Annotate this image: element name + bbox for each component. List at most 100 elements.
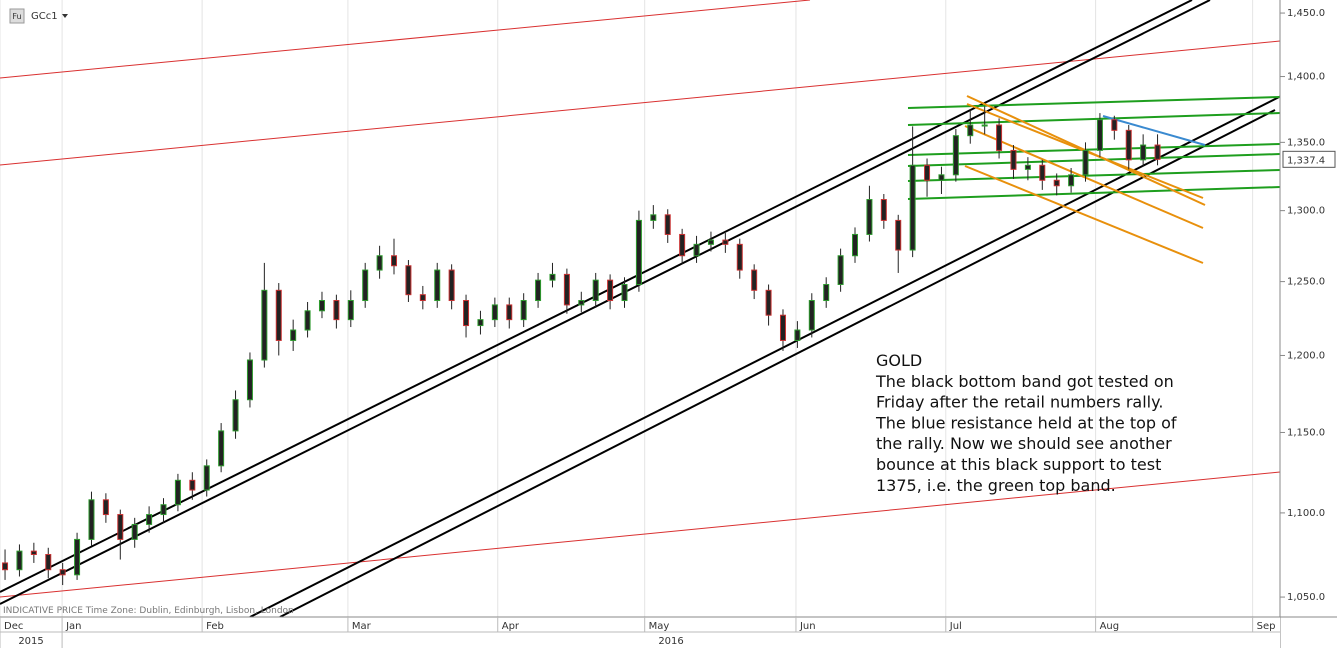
candle-body <box>751 269 758 291</box>
candle-body <box>146 514 153 525</box>
x-tick-label: Dec <box>4 621 23 632</box>
annotation-line: 1375, i.e. the green top band. <box>876 476 1116 495</box>
candle-body <box>779 314 786 341</box>
candle-body <box>909 164 916 251</box>
annotation-line: Friday after the retail numbers rally. <box>876 393 1163 412</box>
candle-body <box>967 124 974 137</box>
orange-channel-line <box>964 165 1204 264</box>
candle-body <box>693 243 700 257</box>
x-tick-label: Aug <box>1100 621 1120 632</box>
candle-body <box>1039 164 1046 181</box>
y-tick-label: 1,450.0 <box>1287 8 1325 19</box>
candle-body <box>563 273 570 306</box>
candle-body <box>203 465 210 491</box>
last-price-label: 1,337.4 <box>1287 155 1325 166</box>
last-price-box <box>1282 150 1336 168</box>
black-band-line <box>0 0 1211 605</box>
candle-body <box>189 479 196 491</box>
annotation-line: GOLD <box>876 351 922 370</box>
candle-body <box>722 239 729 245</box>
candle-body <box>765 289 772 316</box>
candle-body <box>880 199 887 221</box>
annotation-line: The blue resistance held at the top of <box>875 413 1177 432</box>
candle-body <box>520 300 527 321</box>
candle-body <box>347 300 354 321</box>
candle-body <box>434 269 441 302</box>
candle-body <box>59 569 66 576</box>
candle-body <box>275 289 282 341</box>
candle-body <box>246 359 253 401</box>
green-band-line <box>907 186 1281 200</box>
candle-body <box>419 294 426 302</box>
candle-body <box>391 255 398 267</box>
x-tick-label: Sep <box>1257 621 1276 632</box>
year-label: 2016 <box>658 636 683 647</box>
x-tick-label: Feb <box>206 621 224 632</box>
candle-body <box>1024 164 1031 170</box>
candle-body <box>823 284 830 302</box>
candle-body <box>218 430 225 467</box>
candle-body <box>952 135 959 176</box>
symbol[interactable]: GCc1 <box>31 11 58 22</box>
y-tick-label: 1,100.0 <box>1287 508 1325 519</box>
candle-body <box>578 300 585 306</box>
candle-body <box>1082 149 1089 176</box>
orange-channel-line <box>964 125 1204 229</box>
candle-body <box>290 329 297 341</box>
x-tick-label: May <box>649 621 670 632</box>
candle-body <box>30 550 37 555</box>
candle-body <box>1096 119 1103 151</box>
badge-box <box>9 8 25 24</box>
candle-body <box>808 300 815 331</box>
candle-body <box>592 279 599 302</box>
candle-body <box>131 523 138 540</box>
candle-body <box>1111 119 1118 131</box>
red-channel-line <box>0 471 1281 598</box>
candle-body <box>736 243 743 271</box>
green-band-line <box>907 169 1281 182</box>
candle-body <box>448 269 455 302</box>
candle-body <box>376 255 383 271</box>
y-tick-label: 1,150.0 <box>1287 427 1325 438</box>
symbol-dropdown[interactable] <box>62 14 68 18</box>
green-band-line <box>907 153 1281 167</box>
candle-body <box>1154 144 1161 160</box>
annotation-line: bounce at this black support to test <box>876 455 1161 474</box>
y-tick-label: 1,400.0 <box>1287 72 1325 83</box>
candle-body <box>2 562 9 571</box>
candle-body <box>535 279 542 302</box>
candle-body <box>477 319 484 327</box>
candle-body <box>664 214 671 235</box>
candle-body <box>362 269 369 302</box>
candle-body <box>837 255 844 286</box>
annotation: GOLD The black bottom band got tested on F… <box>875 351 1177 495</box>
candle-body <box>491 304 498 321</box>
x-tick-label: Jan <box>65 621 81 632</box>
candle-body <box>45 553 52 571</box>
axes: 1,050.0 1,100.0 1,150.0 1,200.0 1,250.0 1,300… <box>0 8 1336 648</box>
y-tick-label: 1,050.0 <box>1287 592 1325 603</box>
candle-body <box>996 124 1003 151</box>
candle-body <box>74 538 81 576</box>
candle-body <box>1010 149 1017 170</box>
candle-body <box>621 284 628 302</box>
blue-resistance-line <box>1102 115 1206 146</box>
candle-body <box>635 219 642 286</box>
candle-body <box>895 219 902 251</box>
candle-body <box>261 289 268 361</box>
candle-body <box>102 499 109 516</box>
annotation-line: The black bottom band got tested on <box>875 372 1174 391</box>
black-band-line <box>249 92 1288 618</box>
candle-body <box>607 279 614 302</box>
annotation-line: the rally. Now we should see another <box>876 434 1172 453</box>
candle-body <box>1140 144 1147 161</box>
x-tick-label: Apr <box>502 621 520 632</box>
y-tick-label: 1,200.0 <box>1287 350 1325 361</box>
candle-body <box>549 273 556 281</box>
candle-body <box>794 329 801 341</box>
green-band-line <box>907 143 1281 156</box>
candle-body <box>88 499 95 540</box>
y-tick-label: 1,300.0 <box>1287 206 1325 217</box>
red-channel-line <box>0 0 811 79</box>
